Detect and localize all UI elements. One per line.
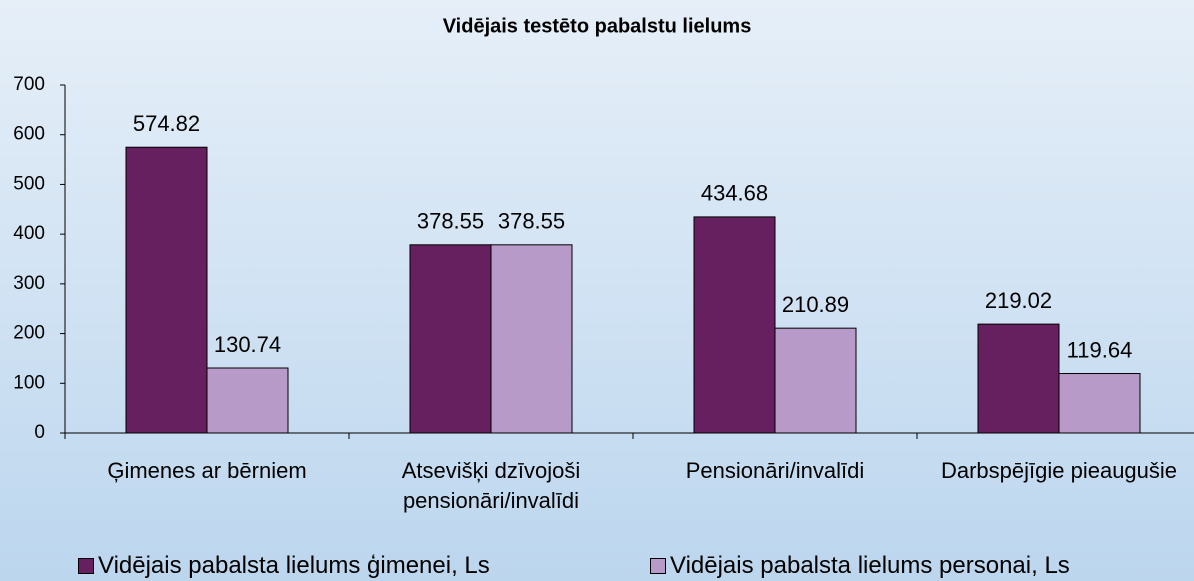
y-tick-label: 500 [13, 173, 45, 194]
legend-swatch [78, 558, 94, 574]
bar [774, 327, 857, 434]
data-label: 210.89 [782, 292, 849, 317]
legend-label: Vidējais pabalsta lielums personai, Ls [670, 552, 1070, 579]
x-tick-label: Pensionāri/invalīdi [685, 458, 865, 483]
bar [1058, 373, 1141, 434]
bar [490, 244, 573, 434]
x-tick-label: Darbspējīgie pieaugušie [940, 458, 1178, 483]
legend-label: Vidējais pabalsta lielums ģimenei, Ls [98, 552, 490, 579]
bar [206, 367, 289, 434]
x-tick-label: Atsevišķi dzīvojoši pensionāri/invalīdi [401, 458, 581, 513]
data-label: 378.55 [498, 209, 565, 234]
legend-swatch [650, 558, 666, 574]
data-label: 574.82 [133, 111, 200, 136]
y-tick-label: 400 [13, 223, 45, 244]
y-tick-label: 700 [13, 74, 45, 95]
y-tick-label: 300 [13, 273, 45, 294]
x-tick-label: Ģimenes ar bērniem [107, 458, 307, 483]
y-tick-label: 200 [13, 323, 45, 344]
y-tick-label: 600 [13, 124, 45, 145]
y-tick-label: 0 [34, 422, 45, 443]
data-label: 219.02 [985, 288, 1052, 313]
bar [125, 146, 208, 434]
chart-title: Vidējais testēto pabalstu lielums [443, 15, 752, 37]
data-label: 119.64 [1067, 337, 1133, 362]
data-label: 130.74 [214, 332, 281, 357]
bar [409, 244, 492, 434]
data-label: 378.55 [417, 209, 484, 234]
legend-item: Vidējais pabalsta lielums ģimenei, Ls [78, 552, 490, 580]
legend-item: Vidējais pabalsta lielums personai, Ls [650, 552, 1070, 580]
data-label: 434.68 [701, 181, 768, 206]
bar [977, 323, 1060, 434]
bar [693, 216, 776, 434]
y-tick-label: 100 [13, 372, 45, 393]
